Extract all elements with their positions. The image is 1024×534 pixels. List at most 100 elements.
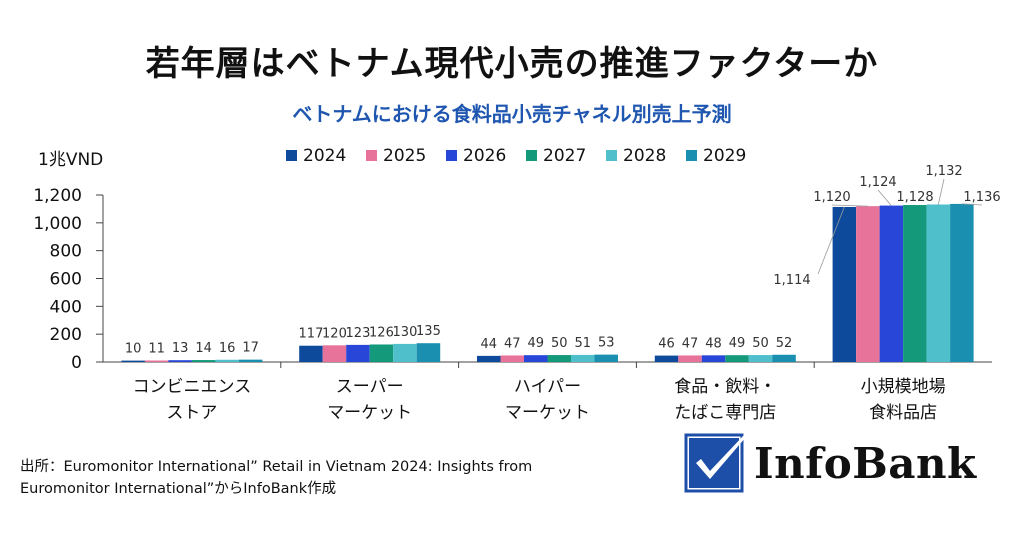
leader-line-2026 [877, 189, 892, 206]
chart-subtitle: ベトナムにおける食料品小売チャネル別売上予測 [292, 102, 732, 126]
bar-2028-cat0 [215, 359, 239, 362]
bar-2026-cat0 [168, 360, 192, 362]
data-label-2026-cat0: 13 [172, 341, 189, 356]
bar-2026-cat4 [879, 205, 904, 362]
bar-2026-cat3 [701, 355, 726, 362]
y-tick-label: 1,000 [33, 214, 82, 234]
x-category-label: 食品・飲料・ [674, 377, 776, 397]
x-category-label: ストア [166, 403, 217, 423]
infobank-logo: InfoBank [684, 433, 984, 493]
leader-line-2029 [961, 203, 983, 206]
data-label-2029-cat4: 1,136 [963, 190, 1000, 205]
bar-2026-cat1 [346, 344, 370, 362]
x-category-label: スーパー [336, 377, 404, 397]
legend-label-2029: 2029 [703, 146, 746, 166]
y-tick-label: 600 [50, 270, 82, 290]
data-label-2027-cat1: 126 [369, 325, 394, 340]
legend-label-2026: 2026 [463, 146, 506, 166]
bar-2024-cat3 [654, 355, 679, 362]
bar-2025-cat4 [856, 206, 880, 362]
data-label-2028-cat2: 51 [574, 336, 591, 351]
data-label-2027-cat0: 14 [195, 341, 212, 356]
data-label-2027-cat3: 49 [729, 336, 746, 351]
legend-label-2028: 2028 [623, 146, 666, 166]
data-label-2029-cat3: 52 [776, 336, 793, 351]
x-category-label: 小規模地場 [861, 377, 946, 397]
bar-2028-cat3 [748, 355, 773, 362]
data-label-2024-cat2: 44 [480, 337, 497, 352]
bar-2025-cat2 [500, 355, 524, 362]
data-label-2029-cat2: 53 [598, 336, 615, 351]
source-line-1: 出所：Euromonitor International” Retail in … [20, 459, 533, 475]
bar-2025-cat0 [144, 360, 169, 362]
bar-2028-cat4 [926, 204, 951, 362]
data-label-2028-cat1: 130 [393, 325, 418, 340]
y-tick-label: 0 [71, 353, 82, 373]
y-axis-unit-label: 1兆VND [38, 150, 103, 170]
data-label-2025-cat4: 1,120 [813, 190, 850, 205]
y-tick-label: 400 [50, 297, 82, 317]
y-tick-label: 1,200 [33, 186, 82, 206]
bar-2027-cat4 [903, 205, 927, 362]
legend-label-2025: 2025 [383, 146, 426, 166]
bar-2028-cat1 [393, 343, 417, 362]
chart-title: 若年層はベトナム現代小売の推進ファクターか [145, 44, 879, 84]
legend-label-2024: 2024 [303, 146, 346, 166]
data-label-2028-cat4: 1,132 [925, 164, 962, 179]
data-label-2024-cat3: 46 [658, 337, 675, 352]
data-label-2024-cat1: 117 [299, 327, 324, 342]
x-category-label: たばこ専門店 [674, 403, 776, 423]
bar-2029-cat1 [416, 343, 441, 362]
checkmark-icon [684, 433, 746, 493]
bar-2027-cat3 [725, 355, 749, 362]
legend-swatch-2026 [446, 150, 457, 161]
x-category-label: ハイパー [514, 377, 581, 397]
bar-2026-cat2 [524, 355, 548, 362]
bar-2028-cat2 [571, 354, 595, 362]
legend-swatch-2025 [366, 150, 377, 161]
data-label-2028-cat3: 50 [752, 336, 769, 351]
source-note: 出所：Euromonitor International” Retail in … [20, 456, 532, 500]
x-category-label: コンビニエンス [133, 377, 252, 397]
bar-2029-cat3 [772, 354, 796, 362]
source-line-2: Euromonitor International”からInfoBank作成 [20, 481, 337, 497]
data-label-2026-cat2: 49 [527, 336, 544, 351]
bar-2024-cat4 [832, 206, 857, 362]
bar-2024-cat2 [477, 355, 501, 362]
data-label-2027-cat2: 50 [551, 336, 568, 351]
data-label-2026-cat4: 1,124 [859, 175, 896, 190]
bar-2027-cat2 [547, 355, 571, 362]
x-category-label: 食料品店 [869, 403, 937, 423]
logo-text: InfoBank [754, 439, 977, 488]
legend-swatch-2024 [286, 150, 297, 161]
bar-2029-cat0 [238, 359, 263, 362]
data-label-2025-cat1: 120 [322, 326, 347, 341]
bar-2029-cat4 [950, 203, 974, 362]
bar-2027-cat0 [191, 360, 216, 362]
legend-label-2027: 2027 [543, 146, 586, 166]
y-tick-label: 800 [50, 242, 82, 262]
data-label-2025-cat0: 11 [148, 341, 165, 356]
bar-2025-cat3 [678, 355, 702, 362]
data-label-2024-cat4: 1,114 [773, 273, 810, 288]
leader-line-2025 [831, 204, 868, 207]
legend-swatch-2028 [606, 150, 617, 161]
data-label-2028-cat0: 16 [219, 341, 236, 356]
data-label-2029-cat1: 135 [416, 324, 441, 339]
x-category-label: マーケット [327, 403, 412, 423]
bar-2029-cat2 [594, 354, 618, 362]
y-tick-label: 200 [50, 325, 82, 345]
leader-line-2024 [817, 206, 845, 275]
data-label-2026-cat3: 48 [705, 336, 722, 351]
data-label-2025-cat2: 47 [504, 336, 521, 351]
data-label-2027-cat4: 1,128 [896, 190, 933, 205]
data-label-2026-cat1: 123 [346, 326, 371, 341]
data-label-2025-cat3: 47 [682, 336, 699, 351]
bar-2025-cat1 [322, 345, 347, 362]
x-category-label: マーケット [505, 403, 590, 423]
legend-swatch-2029 [686, 150, 697, 161]
data-label-2029-cat0: 17 [242, 341, 259, 356]
leader-line-2028 [937, 178, 945, 205]
legend-swatch-2027 [526, 150, 537, 161]
